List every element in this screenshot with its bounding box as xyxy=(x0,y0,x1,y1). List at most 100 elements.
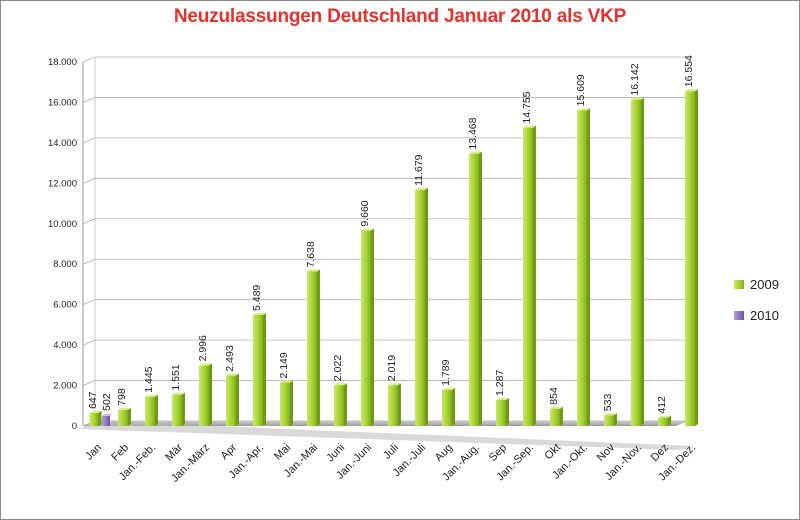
legend-swatch-2009 xyxy=(734,280,744,289)
x-tick-label: Mär xyxy=(163,441,185,463)
legend: 2009 2010 xyxy=(734,277,779,323)
bar-top xyxy=(280,380,293,383)
gridline-side xyxy=(82,56,96,63)
bar-side xyxy=(155,394,158,426)
bar-2009 xyxy=(118,407,131,426)
bar-top xyxy=(469,151,482,154)
x-tick-label: Sep xyxy=(487,442,509,464)
bar-front xyxy=(496,399,506,426)
bar-2009 xyxy=(658,415,671,426)
data-label-2009: 2.022 xyxy=(332,355,344,381)
bar-front xyxy=(442,389,452,426)
bar-2009 xyxy=(631,97,644,427)
bar-side xyxy=(263,313,266,426)
bar-2009 xyxy=(685,89,698,426)
gridline-side xyxy=(82,258,96,265)
bar-side xyxy=(587,108,590,427)
bar-2009 xyxy=(334,383,347,426)
x-tick-label: Jan xyxy=(83,442,104,463)
data-label-2009: 533 xyxy=(602,394,614,412)
bar-side xyxy=(128,407,131,426)
bar-side xyxy=(506,397,509,426)
data-label-2009: 14.755 xyxy=(521,91,533,123)
bar-side xyxy=(236,373,239,426)
bar-top xyxy=(361,228,374,231)
bar-front xyxy=(334,385,344,426)
chart-title: Neuzulassungen Deutschland Januar 2010 a… xyxy=(173,6,627,27)
bar-2009 xyxy=(523,125,536,427)
bar-front xyxy=(604,415,614,426)
bar-top xyxy=(523,125,536,128)
bar-top xyxy=(577,108,590,111)
bar-2009 xyxy=(496,397,509,426)
gridline-side xyxy=(82,299,96,306)
y-tick-label: 16.000 xyxy=(48,97,77,108)
bar-side xyxy=(290,380,293,426)
data-label-2009: 412 xyxy=(656,396,668,414)
data-label-2009: 798 xyxy=(116,388,128,406)
legend-label-2009: 2009 xyxy=(750,277,779,292)
gridline-side xyxy=(82,339,96,346)
data-label-2009: 15.609 xyxy=(575,74,587,106)
bar-top xyxy=(89,410,102,413)
bar-top xyxy=(442,387,455,390)
gridline-side xyxy=(82,380,96,386)
data-label-2009: 16.554 xyxy=(683,55,695,87)
data-label-2009: 1.551 xyxy=(170,364,182,390)
x-tick-label: Mai xyxy=(272,442,293,463)
data-label-2009: 647 xyxy=(87,391,99,409)
bar-top xyxy=(102,413,113,416)
bar-top xyxy=(226,373,239,376)
bar-front xyxy=(631,99,641,427)
bar-front xyxy=(280,382,290,426)
bar-side xyxy=(182,392,185,426)
y-tick-label: 0 xyxy=(72,421,77,432)
y-tick-label: 8.000 xyxy=(53,259,77,270)
bar-top xyxy=(604,413,617,416)
bar-2009 xyxy=(280,380,293,426)
data-label-2009: 1.445 xyxy=(143,366,155,392)
bar-front xyxy=(550,408,560,426)
data-label-2009: 5.489 xyxy=(251,285,263,311)
bar-side xyxy=(452,387,455,426)
legend-swatch-2010 xyxy=(734,311,744,320)
data-label-2009: 2.149 xyxy=(278,352,290,378)
bar-side xyxy=(344,383,347,426)
bar-2010 xyxy=(102,413,113,426)
y-tick-label: 6.000 xyxy=(53,300,77,311)
bar-2009 xyxy=(415,187,428,426)
bar-front xyxy=(253,315,263,426)
bar-top xyxy=(145,394,158,397)
bar-2009 xyxy=(307,269,320,426)
bar-2009 xyxy=(577,108,590,427)
bar-2009 xyxy=(199,363,212,426)
y-tick-label: 2.000 xyxy=(53,381,77,392)
bar-2009 xyxy=(89,410,102,426)
bar-front xyxy=(145,396,155,426)
bar-side xyxy=(695,89,698,426)
bar-side xyxy=(425,187,428,426)
bar-side xyxy=(668,415,671,426)
bar-front xyxy=(118,409,128,426)
bar-top xyxy=(307,269,320,272)
x-tick-label: Feb xyxy=(109,442,131,464)
bar-side xyxy=(641,97,644,427)
y-tick-label: 10.000 xyxy=(48,219,77,230)
data-label-2009: 1.789 xyxy=(440,359,452,385)
data-label-2009: 2.019 xyxy=(386,355,398,381)
bar-top xyxy=(334,383,347,386)
bar-top xyxy=(685,89,698,92)
bar-2009 xyxy=(145,394,158,426)
bar-front xyxy=(658,417,668,426)
y-tick-label: 18.000 xyxy=(48,57,77,68)
bar-front xyxy=(89,412,99,426)
bar-side xyxy=(371,228,374,426)
data-label-2009: 13.468 xyxy=(467,117,479,149)
bar-front xyxy=(577,110,587,427)
bar-front xyxy=(172,394,182,426)
bar-2009 xyxy=(469,151,482,427)
bar-2009 xyxy=(172,392,185,426)
bar-2009 xyxy=(253,313,266,426)
data-label-2009: 2.493 xyxy=(224,345,236,371)
